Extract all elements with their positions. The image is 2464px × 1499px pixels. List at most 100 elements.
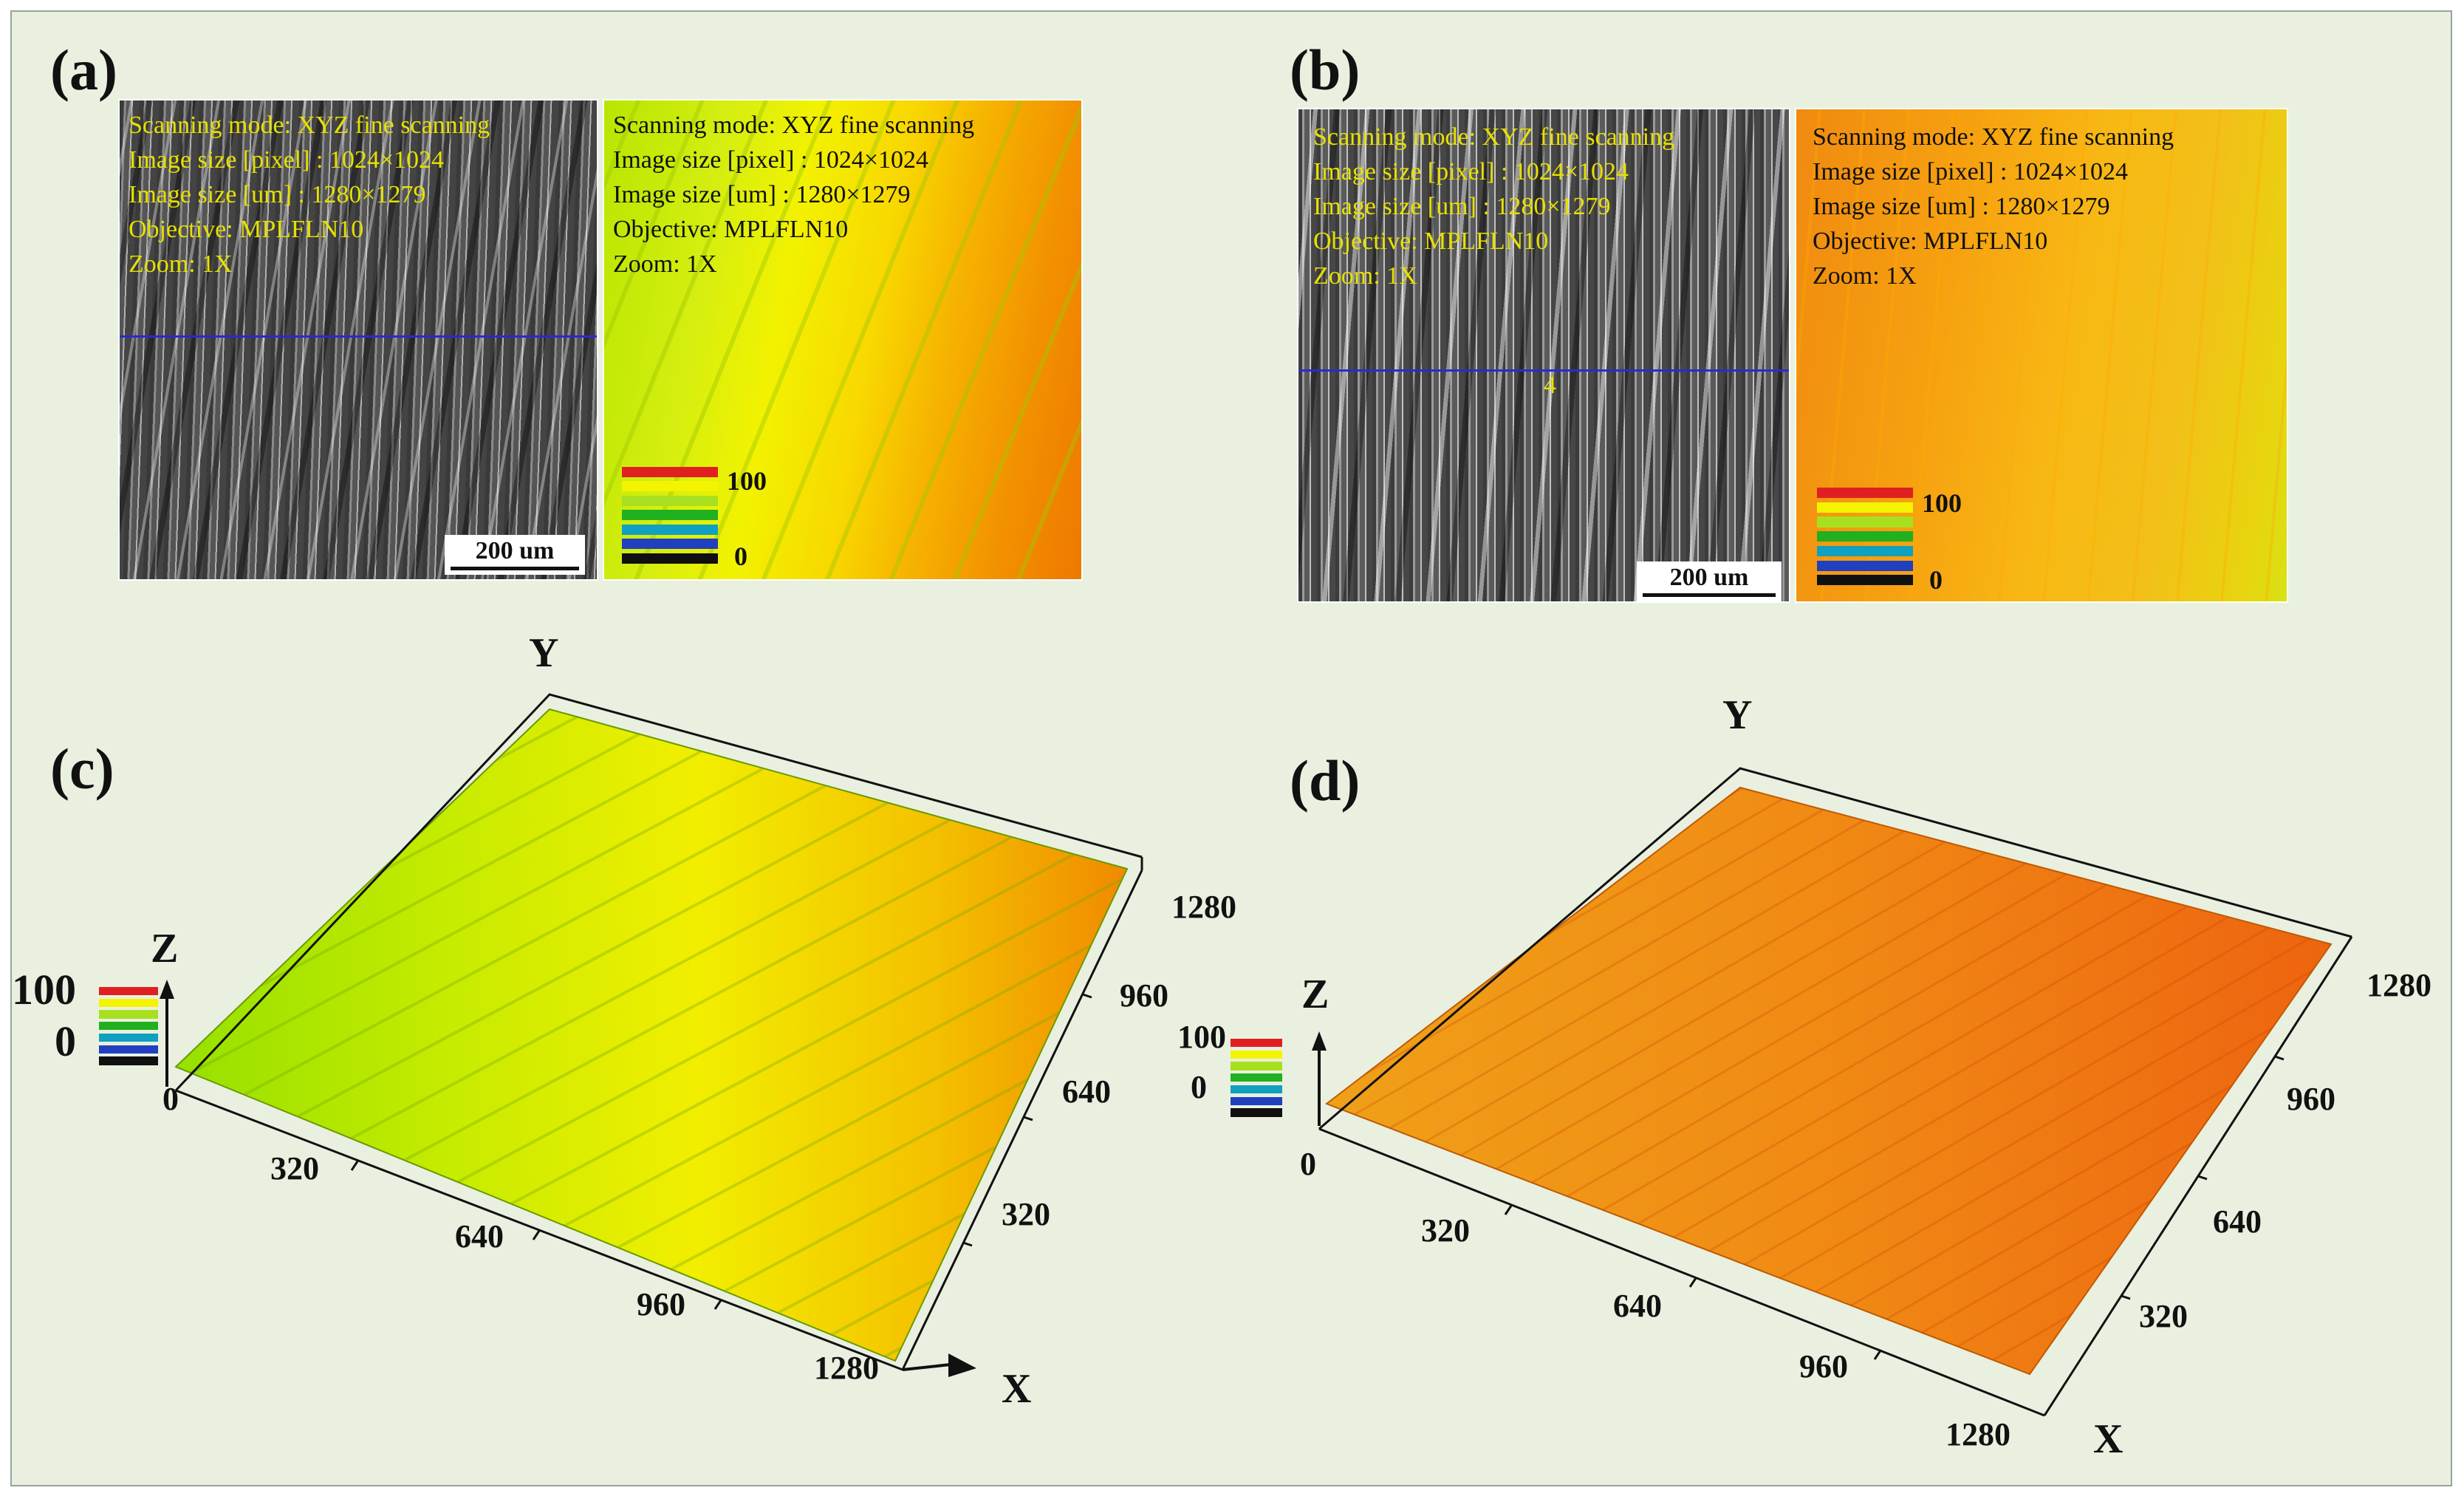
scan-mode-text: Scanning mode: XYZ fine scanning bbox=[1813, 123, 2174, 151]
x-tick-d-640: 640 bbox=[1613, 1288, 1662, 1324]
legend-band bbox=[99, 1033, 158, 1042]
micron-size-text: Image size [um] : 1280×1279 bbox=[1813, 193, 2110, 220]
legend-band bbox=[1817, 516, 1913, 527]
scan-mode-text: Scanning mode: XYZ fine scanning bbox=[613, 112, 975, 139]
pixel-size-text: Image size [pixel] : 1024×1024 bbox=[129, 146, 445, 174]
profile-marker-b: 4 bbox=[1544, 372, 1556, 399]
zoom-text: Zoom: 1X bbox=[613, 250, 717, 278]
scan-info-b: Scanning mode: XYZ fine scanning Image s… bbox=[1313, 120, 1674, 293]
scan-mode-text: Scanning mode: XYZ fine scanning bbox=[1313, 123, 1675, 151]
origin-c: 0 bbox=[162, 1081, 179, 1117]
legend-band bbox=[622, 467, 718, 477]
panel-label-c: (c) bbox=[50, 737, 114, 801]
legend-band bbox=[1817, 545, 1913, 557]
y-tick-d-1280: 1280 bbox=[2367, 967, 2432, 1003]
axis-x-label-d: X bbox=[2093, 1416, 2124, 1462]
z-arrow-d bbox=[1312, 1031, 1327, 1051]
panel-label-d: (d) bbox=[1290, 748, 1361, 813]
legend-band bbox=[1817, 560, 1913, 571]
legend-min-a: 0 bbox=[734, 542, 747, 571]
scale-bar-label: 200 um bbox=[1669, 564, 1749, 591]
y-ticks-d bbox=[2121, 1055, 2285, 1300]
y-ticks-c bbox=[962, 993, 1092, 1247]
legend-band bbox=[1231, 1073, 1282, 1082]
y-tick-c-960: 960 bbox=[1120, 977, 1168, 1014]
legend-max-a: 100 bbox=[727, 466, 767, 496]
zoom-text: Zoom: 1X bbox=[1813, 262, 1917, 290]
y-tick-c-1280: 1280 bbox=[1171, 889, 1236, 925]
legend-band bbox=[1817, 531, 1913, 542]
scale-bar-a: 200 um bbox=[445, 535, 585, 575]
scale-bar-line bbox=[451, 567, 579, 570]
legend-band bbox=[622, 495, 718, 506]
legend-band bbox=[622, 553, 718, 564]
x-ticks-d bbox=[1504, 1205, 1882, 1360]
z-legend-min-c: 0 bbox=[55, 1017, 76, 1065]
axis-z-label-d: Z bbox=[1301, 972, 1329, 1017]
legend-band bbox=[99, 1010, 158, 1019]
legend-band bbox=[99, 987, 158, 996]
axis-y-label-c: Y bbox=[529, 630, 559, 676]
y-tick-c-320: 320 bbox=[1002, 1196, 1050, 1232]
plot3d-c-svg bbox=[160, 693, 2353, 1417]
height-map-b: Scanning mode: XYZ fine scanning Image s… bbox=[1795, 108, 2288, 603]
height-legend-b bbox=[1817, 488, 1913, 590]
objective-text: Objective: MPLFLN10 bbox=[1813, 228, 2048, 255]
origin-d: 0 bbox=[1300, 1146, 1316, 1182]
legend-band bbox=[1231, 1108, 1282, 1117]
height-legend-a bbox=[622, 467, 718, 567]
x-tick-c-1280: 1280 bbox=[814, 1350, 879, 1386]
profile-line-a bbox=[120, 335, 597, 338]
x-tick-c-960: 960 bbox=[637, 1286, 685, 1322]
axis-y-label-d: Y bbox=[1722, 692, 1753, 738]
micron-size-text: Image size [um] : 1280×1279 bbox=[129, 181, 426, 208]
pixel-size-text: Image size [pixel] : 1024×1024 bbox=[1813, 158, 2129, 185]
legend-band bbox=[1817, 502, 1913, 513]
scan-info-a-height: Scanning mode: XYZ fine scanning Image s… bbox=[613, 108, 974, 281]
legend-band bbox=[99, 998, 158, 1008]
y-tick-d-960: 960 bbox=[2287, 1081, 2335, 1117]
profile-line-b bbox=[1298, 369, 1789, 372]
micron-size-text: Image size [um] : 1280×1279 bbox=[613, 181, 911, 208]
x-tick-d-320: 320 bbox=[1421, 1212, 1470, 1249]
scan-mode-text: Scanning mode: XYZ fine scanning bbox=[129, 112, 490, 139]
legend-band bbox=[1817, 575, 1913, 586]
y-tick-d-320: 320 bbox=[2139, 1298, 2188, 1334]
x-axis-c bbox=[902, 1362, 958, 1371]
z-legend-d bbox=[1231, 1039, 1282, 1120]
objective-text: Objective: MPLFLN10 bbox=[129, 216, 364, 243]
surface-d-stripes bbox=[1327, 788, 2331, 1374]
legend-band bbox=[99, 1022, 158, 1031]
legend-band bbox=[1231, 1039, 1282, 1048]
y-tick-d-640: 640 bbox=[2213, 1203, 2262, 1240]
legend-band bbox=[1231, 1062, 1282, 1071]
legend-band bbox=[622, 539, 718, 550]
scale-bar-label: 200 um bbox=[475, 537, 555, 564]
surface-c-stripes bbox=[176, 709, 1127, 1361]
micron-size-text: Image size [um] : 1280×1279 bbox=[1313, 193, 1611, 220]
z-legend-min-d: 0 bbox=[1191, 1069, 1207, 1105]
panel-label-a: (a) bbox=[50, 38, 117, 102]
scan-info-b-height: Scanning mode: XYZ fine scanning Image s… bbox=[1813, 120, 2174, 293]
objective-text: Objective: MPLFLN10 bbox=[1313, 228, 1549, 255]
legend-band bbox=[622, 524, 718, 535]
legend-band bbox=[622, 510, 718, 521]
legend-min-b: 0 bbox=[1929, 565, 1943, 595]
bounding-box-c bbox=[174, 693, 1143, 1371]
x-tick-c-640: 640 bbox=[455, 1218, 504, 1254]
x-ticks-c bbox=[350, 1161, 722, 1310]
y-tick-c-640: 640 bbox=[1062, 1073, 1111, 1110]
x-arrow-c bbox=[948, 1353, 976, 1377]
legend-band bbox=[1231, 1050, 1282, 1059]
axis-x-label-c: X bbox=[1002, 1366, 1032, 1412]
scale-bar-line bbox=[1643, 593, 1776, 597]
zoom-text: Zoom: 1X bbox=[1313, 262, 1417, 290]
x-tick-d-1280: 1280 bbox=[1945, 1416, 2010, 1452]
legend-band bbox=[1231, 1085, 1282, 1094]
legend-max-b: 100 bbox=[1922, 488, 1962, 518]
legend-band bbox=[1817, 488, 1913, 499]
legend-band bbox=[622, 481, 718, 492]
micrograph-b: Scanning mode: XYZ fine scanning Image s… bbox=[1297, 108, 1790, 603]
z-legend-c bbox=[99, 987, 158, 1068]
objective-text: Objective: MPLFLN10 bbox=[613, 216, 849, 243]
